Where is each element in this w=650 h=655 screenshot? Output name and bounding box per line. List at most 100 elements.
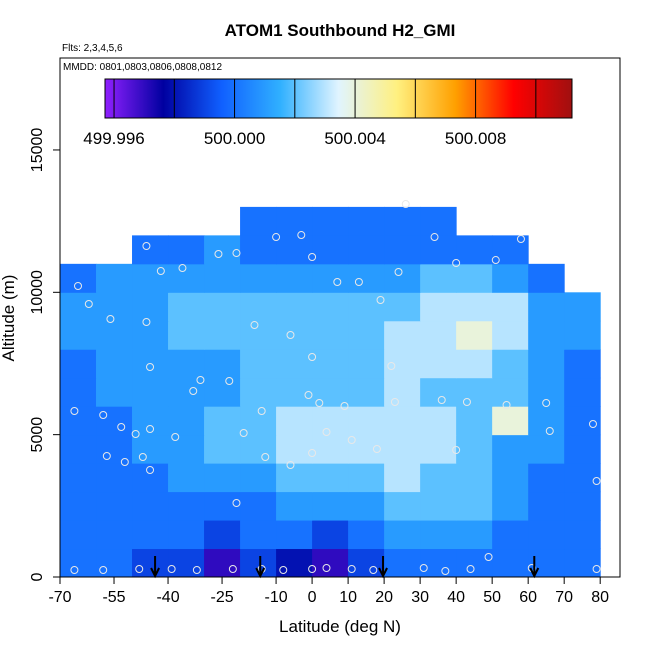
observation-point	[466, 565, 475, 574]
heat-cell	[240, 263, 277, 293]
observation-point	[354, 277, 363, 286]
y-axis-label: Altitude (m)	[0, 275, 18, 362]
observation-point	[102, 452, 111, 461]
heat-cell	[492, 377, 529, 407]
heat-cell	[348, 463, 385, 493]
heat-cell	[492, 548, 529, 578]
observation-point	[74, 282, 83, 291]
observation-point	[232, 499, 241, 508]
heat-cell	[420, 406, 457, 436]
heat-cell	[96, 463, 133, 493]
heat-cell	[384, 520, 421, 550]
x-tick-label: -70	[48, 589, 71, 606]
observation-point	[84, 300, 93, 309]
observation-point	[430, 233, 439, 242]
arrow	[255, 556, 266, 579]
x-axis-label: Latitude (deg N)	[279, 617, 401, 636]
heat-cell	[348, 520, 385, 550]
observation-point	[372, 445, 381, 454]
heat-cell	[168, 320, 205, 350]
heat-cell	[312, 520, 349, 550]
heat-cell	[420, 235, 457, 265]
observation-point	[120, 458, 129, 467]
observation-point	[142, 317, 151, 326]
heat-cell	[132, 520, 169, 550]
heat-cell	[276, 406, 313, 436]
heat-cell	[312, 263, 349, 293]
x-tick-label: -10	[265, 589, 288, 606]
heat-cell	[564, 377, 601, 407]
heat-cell	[168, 406, 205, 436]
heat-cell	[204, 349, 241, 379]
heat-cell	[132, 320, 169, 350]
heat-cell	[564, 491, 601, 521]
heat-cell	[168, 548, 205, 578]
heat-cell	[276, 434, 313, 464]
heat-cell	[168, 292, 205, 322]
heat-cell	[384, 548, 421, 578]
heat-cell	[60, 349, 97, 379]
observation-point	[437, 396, 446, 405]
colorbar-tick-label: 499.996	[83, 129, 144, 148]
heat-cell	[384, 406, 421, 436]
heat-cell	[240, 491, 277, 521]
heat-cell	[312, 349, 349, 379]
heat-cell	[204, 463, 241, 493]
heat-cell	[384, 235, 421, 265]
x-tick-label: 0	[308, 589, 317, 606]
heat-cell	[348, 491, 385, 521]
chart-title: ATOM1 Southbound H2_GMI	[225, 21, 456, 40]
heat-cell	[456, 377, 493, 407]
heat-cell	[348, 377, 385, 407]
heat-cell	[384, 320, 421, 350]
observation-point	[308, 353, 317, 362]
y-tick-label: 15000	[29, 128, 46, 173]
observation-point	[257, 406, 266, 415]
heat-cell	[240, 235, 277, 265]
heat-cell	[492, 434, 529, 464]
observation-point	[484, 552, 493, 561]
heat-cell	[420, 377, 457, 407]
observation-point	[286, 331, 295, 340]
heat-cell	[492, 320, 529, 350]
observation-point	[462, 397, 471, 406]
heat-cell	[276, 463, 313, 493]
observation-point	[387, 362, 396, 371]
heat-cell	[204, 548, 241, 578]
observation-point	[347, 565, 356, 574]
heat-cell	[60, 520, 97, 550]
y-tick-label: 0	[29, 572, 46, 581]
x-tick-label: 20	[375, 589, 393, 606]
heat-cell	[132, 548, 169, 578]
x-tick-label: -25	[210, 589, 233, 606]
heat-cell	[420, 320, 457, 350]
heat-cell	[348, 206, 385, 236]
arrow	[378, 556, 388, 579]
heat-cell	[204, 434, 241, 464]
heat-cell	[204, 292, 241, 322]
observation-point	[189, 387, 198, 396]
heat-cell	[204, 520, 241, 550]
observation-point	[369, 565, 378, 574]
heat-cell	[312, 292, 349, 322]
heat-cell	[384, 349, 421, 379]
arrow	[150, 556, 160, 579]
observation-point	[286, 461, 295, 470]
heat-cell	[276, 263, 313, 293]
heat-cell	[348, 434, 385, 464]
annotation: MMDD: 0801,0803,0806,0808,0812	[63, 62, 222, 73]
x-tick-label: 10	[339, 589, 357, 606]
observation-point	[376, 295, 385, 304]
arrow	[529, 556, 540, 579]
heat-cell	[240, 377, 277, 407]
heat-cell	[456, 263, 493, 293]
observation-point	[131, 429, 140, 438]
observation-point	[146, 466, 155, 475]
heat-cell	[240, 520, 277, 550]
observation-point	[452, 259, 461, 268]
heat-cell	[528, 320, 565, 350]
heat-cell	[420, 263, 457, 293]
heat-cell	[348, 406, 385, 436]
heat-cell	[384, 292, 421, 322]
